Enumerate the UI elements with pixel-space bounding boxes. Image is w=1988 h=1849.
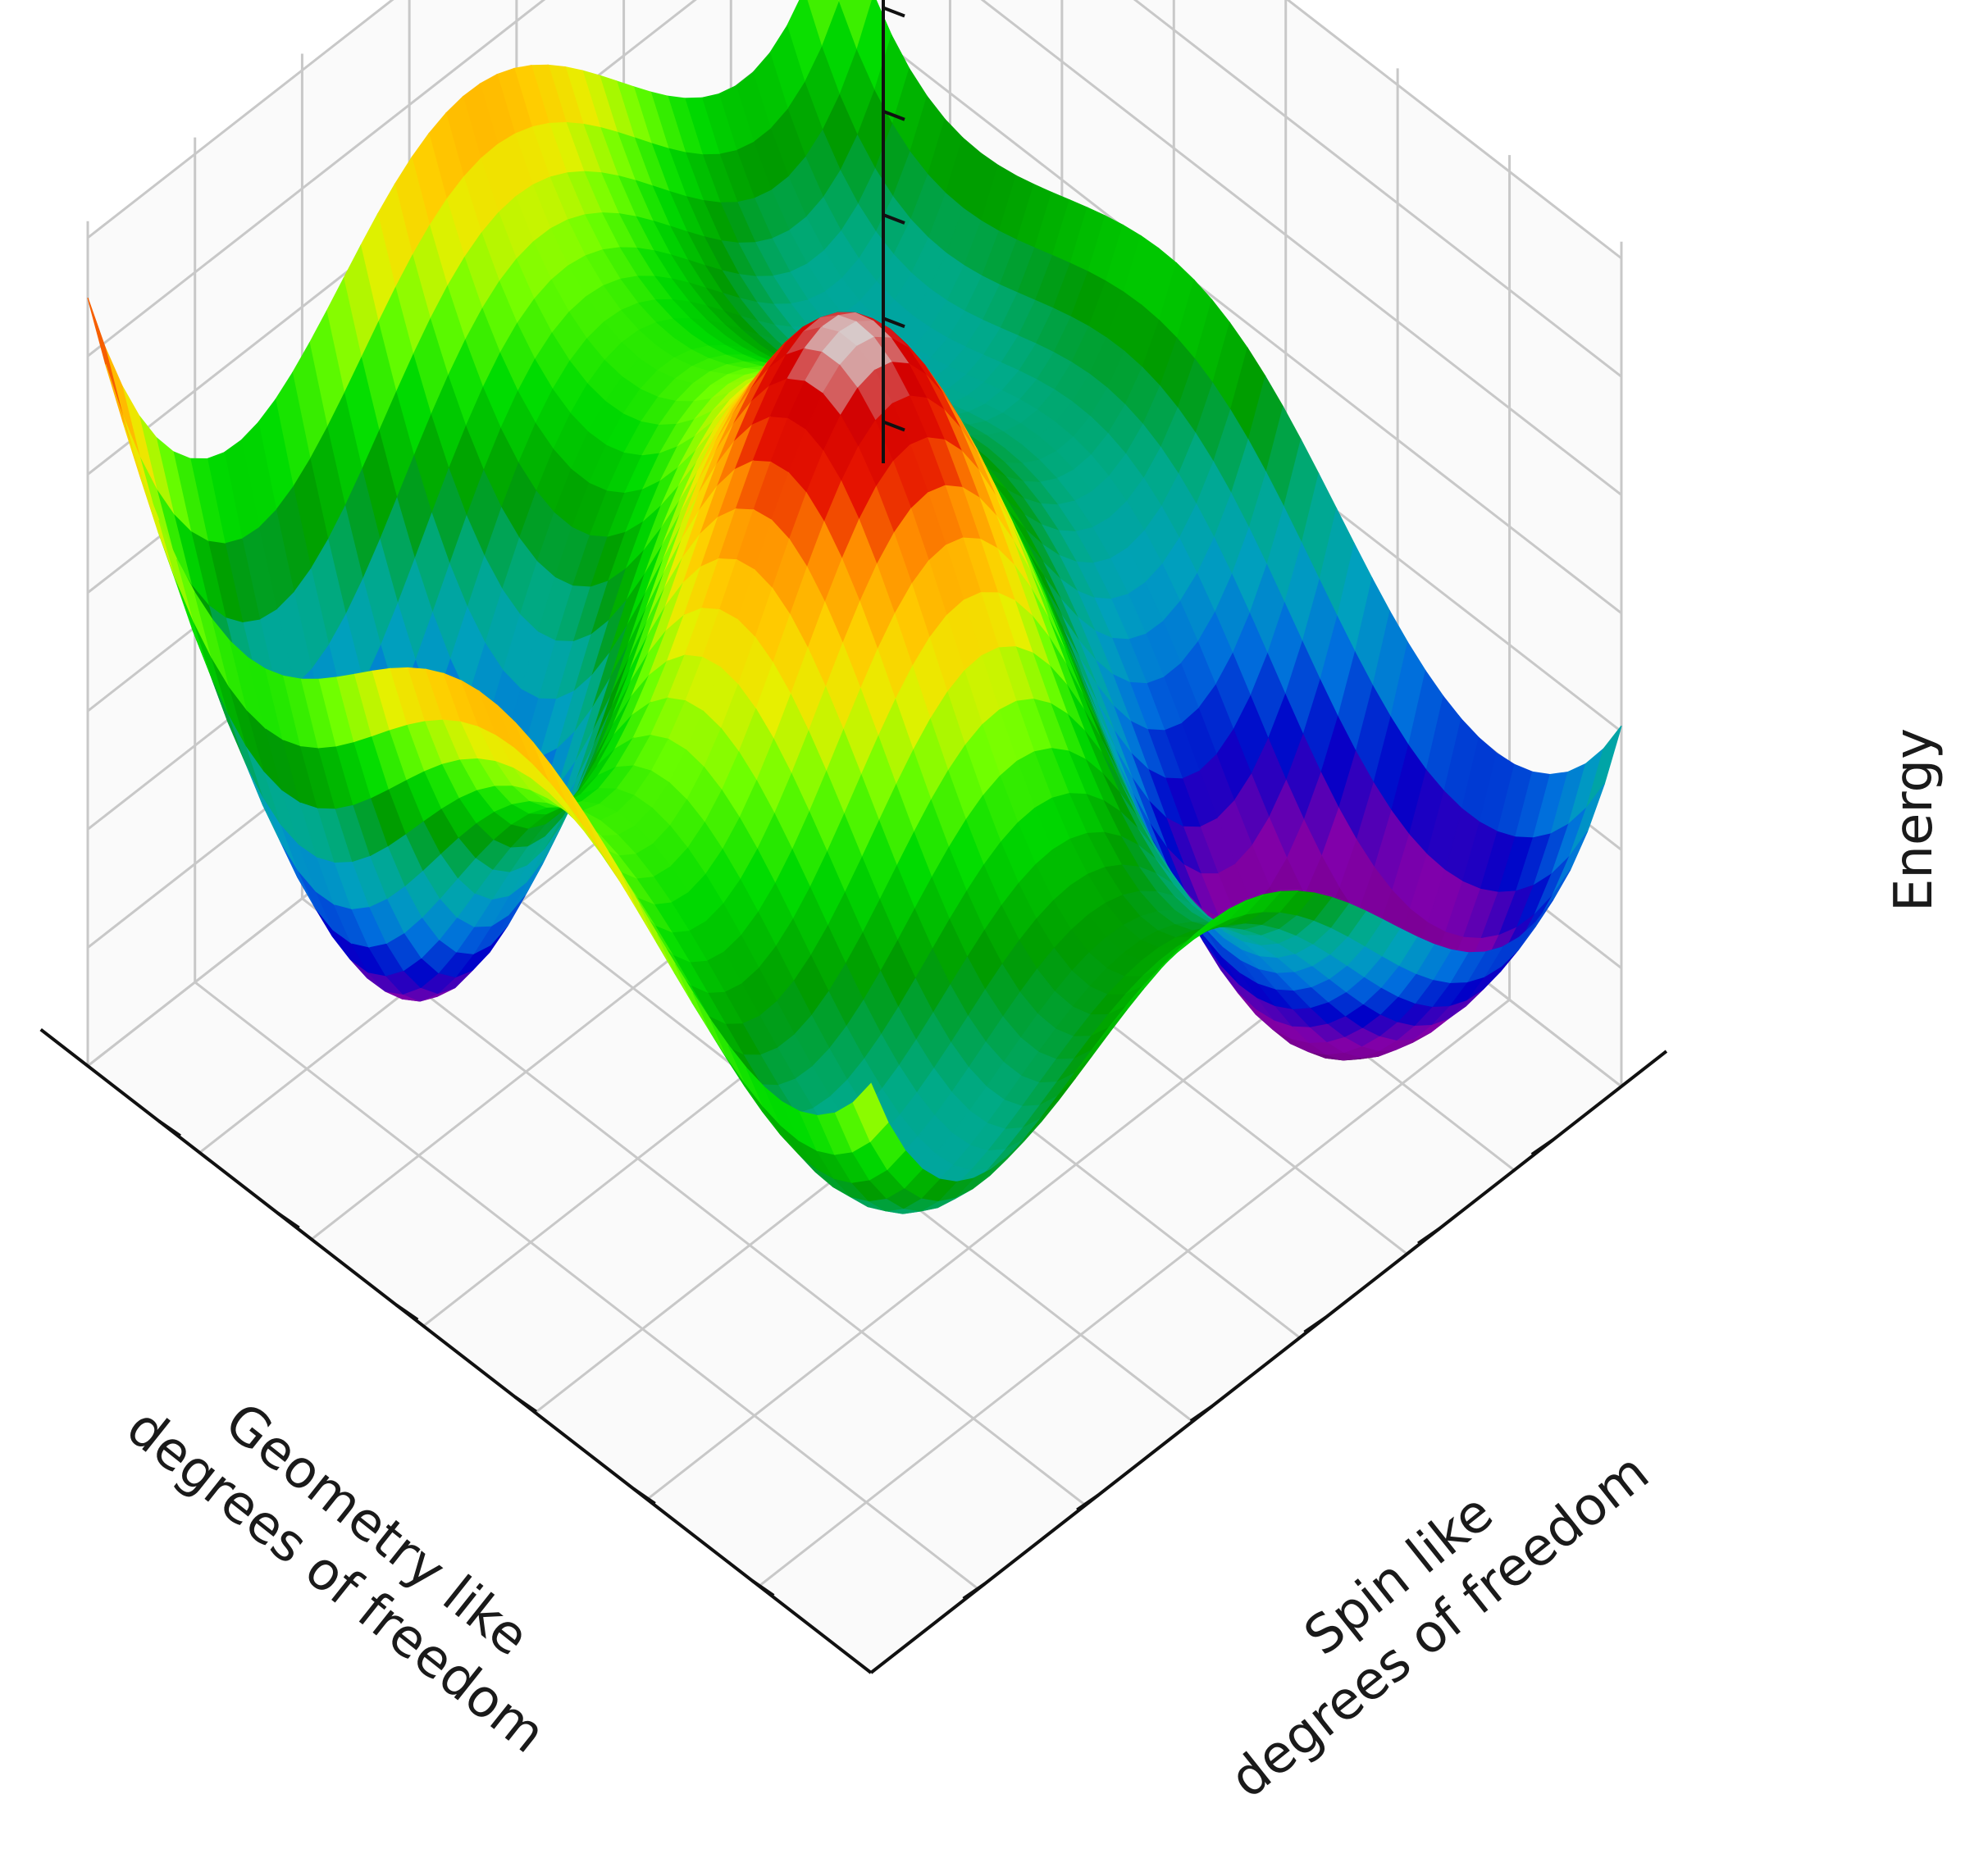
wall-grid-line xyxy=(1286,0,1622,260)
x-axis-tick xyxy=(276,1211,300,1230)
z-axis-tick xyxy=(882,317,905,329)
x-axis-tick xyxy=(513,1395,538,1414)
x-axis-tick xyxy=(751,1579,775,1597)
wall-grid-line xyxy=(87,0,394,239)
wall-grid-line xyxy=(1133,0,1622,378)
axes-lines xyxy=(39,0,1668,1674)
wall-grid-line xyxy=(837,5,1622,615)
z-axis-label: Energy xyxy=(1884,728,1945,912)
x-axis-tick xyxy=(632,1487,656,1505)
y-axis-label: Spin like degrees of freedom xyxy=(1220,1442,1661,1810)
y-axis-tick xyxy=(1303,1316,1327,1334)
y-axis-tick xyxy=(962,1583,986,1601)
floor-grid-line xyxy=(301,897,1087,1506)
energy-surface xyxy=(87,0,1622,1214)
z-axis-tick xyxy=(882,6,905,18)
y-axis-tick xyxy=(1189,1405,1214,1423)
wall-grid-line xyxy=(980,0,1622,496)
x-axis-tick xyxy=(157,1119,181,1137)
floor-grid-line xyxy=(194,981,979,1591)
y-axis-label-line-2: degrees of freedom xyxy=(1220,1442,1661,1810)
z-axis-tick xyxy=(882,420,905,432)
floor-grid-line xyxy=(758,999,1511,1587)
z-axis-tick xyxy=(882,213,905,225)
y-axis-tick xyxy=(1417,1227,1441,1245)
wall-grid-line xyxy=(87,0,546,358)
y-axis-tick xyxy=(1076,1493,1100,1511)
z-axis-tick xyxy=(882,109,905,121)
x-axis-label: Geometry like degrees of freedom xyxy=(116,1391,557,1765)
x-axis-tick xyxy=(395,1303,419,1322)
y-axis-tick xyxy=(1530,1138,1554,1156)
surface-patch xyxy=(852,1082,889,1143)
